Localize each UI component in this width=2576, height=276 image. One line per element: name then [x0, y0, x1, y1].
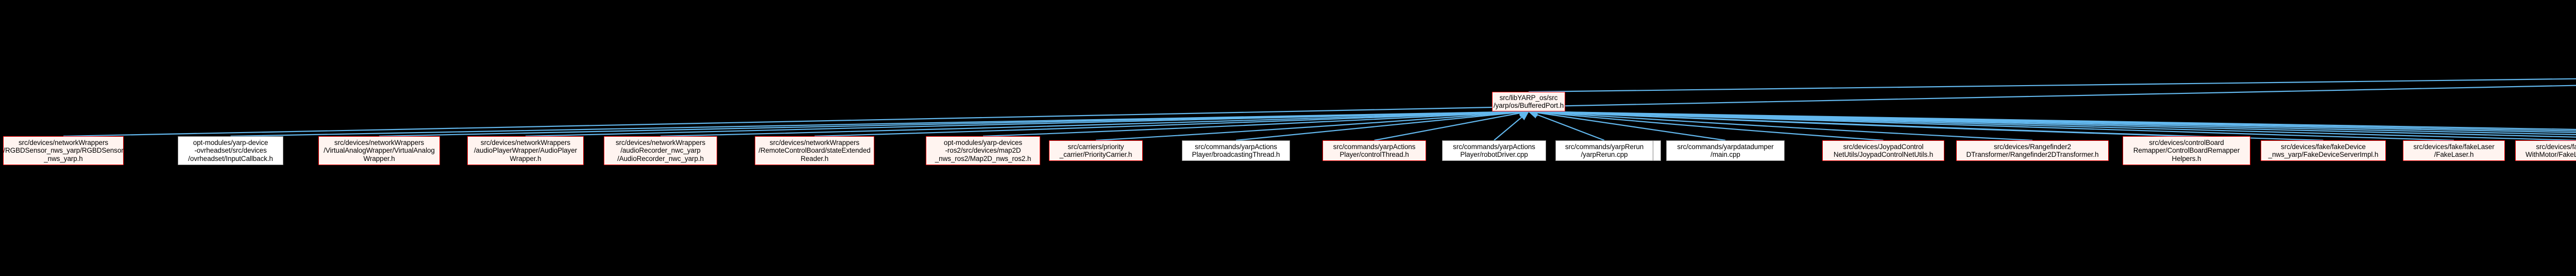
graph-node[interactable]: src/libYARP_os/src /yarp/os/BufferedPort… [1492, 92, 1565, 111]
graph-node[interactable]: src/devices/JoypadControl NetUtils/Joypa… [1822, 140, 1944, 161]
graph-node[interactable]: src/commands/yarpActions Player/broadcas… [1182, 140, 1290, 161]
graph-node[interactable]: opt-modules/yarp-device -ovrheadset/src/… [178, 136, 283, 165]
graph-edge [63, 86, 2576, 137]
graph-node[interactable]: src/devices/fake/fakeLaser WithMotor/Fak… [2515, 140, 2576, 161]
graph-edge [1527, 107, 2576, 138]
graph-node[interactable]: src/carriers/priority _carrier/PriorityC… [1049, 140, 1143, 161]
graph-node[interactable]: src/devices/fake/fakeLaser /FakeLaser.h [2403, 140, 2505, 161]
graph-node[interactable]: src/commands/yarpdatadumper /main.cpp [1666, 140, 1785, 161]
graph-edge [1527, 107, 2454, 141]
graph-node[interactable]: src/devices/networkWrappers /RemoteContr… [755, 136, 874, 165]
graph-edge [230, 107, 1530, 137]
graph-edge [1527, 108, 1726, 141]
graph-edge [1527, 108, 2187, 137]
graph-edge [1528, 79, 2576, 93]
graph-edge [1095, 108, 1530, 141]
graph-node[interactable]: src/devices/Rangefinder2 DTransformer/Ra… [1956, 140, 2109, 161]
graph-node[interactable]: src/commands/yarpActions Player/controlT… [1323, 140, 1426, 161]
graph-node[interactable]: src/devices/networkWrappers /audioRecord… [604, 136, 717, 165]
graph-node[interactable]: opt-modules/yarp-devices -ros2/src/devic… [926, 136, 1040, 165]
graph-edge [1527, 107, 2576, 141]
graph-node[interactable]: src/devices/controlBoard Remapper/Contro… [2123, 136, 2250, 165]
graph-edge [1527, 110, 1605, 141]
edge-layer [63, 79, 2576, 141]
graph-edge [1527, 108, 1884, 141]
graph-edge [1494, 110, 1530, 141]
graph-edge [982, 108, 1530, 137]
graph-node[interactable]: src/commands/yarpRerun /yarpRerun.cpp [1555, 140, 1653, 161]
graph-node[interactable]: src/devices/networkWrappers /VirtualAnal… [318, 136, 440, 165]
graph-edge [1235, 108, 1530, 141]
graph-node[interactable]: src/commands/yarpActions Player/robotDri… [1442, 140, 1546, 161]
graph-node[interactable]: src/devices/networkWrappers /RGBDSensor_… [3, 136, 124, 165]
graph-edge [1374, 109, 1530, 141]
graph-edge [660, 107, 1530, 137]
graph-edge [814, 108, 1530, 137]
graph-node[interactable]: src/devices/networkWrappers /audioPlayer… [467, 136, 584, 165]
graph-edge [525, 107, 1530, 137]
graph-edge [1527, 107, 2576, 134]
graph-edge [1527, 107, 2576, 136]
graph-edge [379, 107, 1530, 137]
graph-edge [1527, 107, 2576, 131]
graph-edge [1527, 107, 2576, 133]
graph-edge [1527, 108, 2033, 141]
graph-node[interactable]: src/devices/fake/fakeDevice _nws_yarp/Fa… [2261, 140, 2386, 161]
